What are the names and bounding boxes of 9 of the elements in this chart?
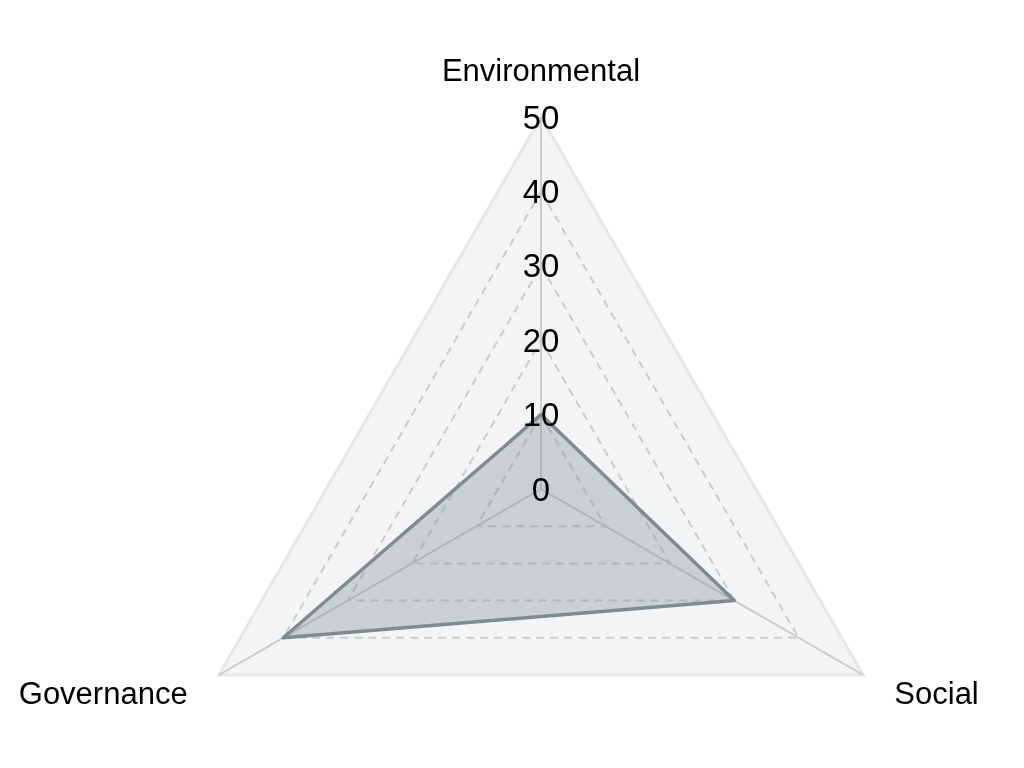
spoke-label: Governance xyxy=(18,675,188,711)
y-tick-label: 0 xyxy=(531,470,551,508)
spoke-label: Social xyxy=(894,675,979,711)
y-tick-label: 30 xyxy=(522,247,560,285)
y-tick-label: 20 xyxy=(522,321,560,359)
y-tick-label: 40 xyxy=(522,172,560,210)
y-tick-label: 50 xyxy=(522,98,560,136)
y-tick-label: 10 xyxy=(522,396,560,434)
spoke-label: Environmental xyxy=(441,53,641,88)
